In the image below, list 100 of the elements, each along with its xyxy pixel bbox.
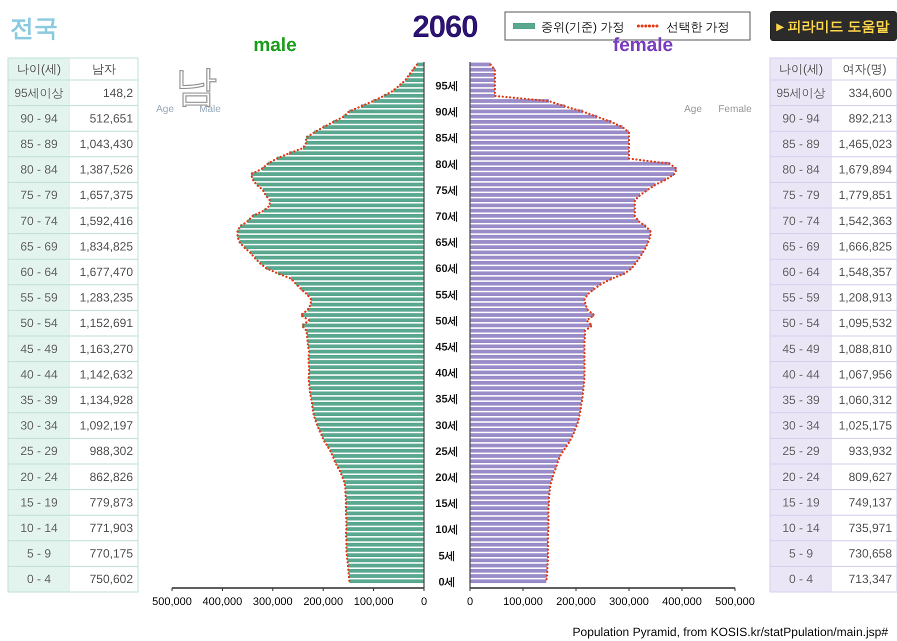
text: 988,302 (90, 444, 134, 458)
text: 1,657,375 (80, 188, 134, 202)
y-tick-label: 80세 (435, 158, 459, 171)
y-tick-label: 0세 (438, 576, 456, 588)
text: 95세이상 (14, 86, 64, 100)
text: 1,387,526 (80, 162, 134, 177)
y-tick-label: 60세 (435, 263, 459, 276)
text: 1,092,197 (80, 418, 134, 433)
x-tick-label: 400,000 (202, 596, 242, 608)
legend-label: 중위(기준) 가정 (541, 20, 624, 34)
text: 40 - 44 (782, 367, 820, 382)
text: 65 - 69 (20, 239, 58, 254)
text: 60 - 64 (20, 265, 58, 279)
annotation: Age (684, 104, 702, 115)
y-tick-label: 20세 (435, 472, 459, 484)
y-tick-label: 30세 (435, 420, 459, 432)
y-tick-label: 25세 (435, 446, 459, 458)
text: 1,152,691 (80, 316, 134, 330)
text: 80 - 84 (782, 162, 820, 177)
y-tick-label: 40세 (435, 368, 459, 380)
text: 0 - 4 (788, 572, 814, 586)
text: 1,067,956 (838, 367, 892, 382)
text: 512,651 (90, 111, 134, 126)
text: 15 - 19 (782, 495, 820, 510)
y-tick-label: 85세 (435, 132, 459, 145)
text: 1,208,913 (838, 290, 892, 305)
annotation: Male (199, 104, 222, 115)
x-tick-label: 300,000 (609, 596, 649, 608)
text: 75 - 79 (20, 188, 58, 202)
text: 25 - 29 (20, 444, 58, 458)
text: 148,2 (102, 86, 134, 100)
y-tick-label: 75세 (435, 184, 459, 197)
text: 1,592,416 (80, 214, 134, 228)
y-tick-label: 45세 (435, 341, 459, 354)
y-tick-label: 95세 (435, 80, 459, 92)
text: ▸ 피라미드 도움말 (776, 18, 890, 34)
x-tick-label: 500,000 (152, 596, 192, 608)
x-tick-label: 200,000 (556, 596, 596, 608)
text: 20 - 24 (782, 470, 820, 484)
text: 나이(세) (779, 62, 823, 76)
text: 1,542,363 (838, 214, 892, 228)
text: 80 - 84 (20, 162, 58, 177)
text: 90 - 94 (20, 111, 58, 126)
y-tick-label: 10세 (435, 524, 459, 536)
text: 862,826 (90, 470, 134, 484)
text: 50 - 54 (20, 316, 58, 330)
text: 730,658 (848, 546, 892, 561)
text: 25 - 29 (782, 444, 820, 458)
text: 1,679,894 (838, 162, 892, 177)
text: 1,142,632 (80, 367, 134, 382)
text: 남자 (92, 62, 116, 76)
text: 1,088,810 (838, 342, 892, 356)
annotation: Female (718, 104, 752, 115)
text: 1,666,825 (838, 239, 892, 254)
y-tick-label: 65세 (435, 237, 459, 250)
text: 55 - 59 (20, 290, 58, 305)
text: 1,025,175 (838, 418, 892, 433)
annotation: Age (156, 104, 174, 115)
text: 95세이상 (776, 86, 826, 100)
text: 70 - 74 (782, 214, 820, 228)
text: 933,932 (848, 444, 892, 458)
text: 90 - 94 (782, 111, 820, 126)
text: 1,043,430 (80, 137, 134, 151)
x-tick-label: 0 (420, 596, 428, 608)
text: 10 - 14 (782, 521, 820, 535)
x-tick-label: 500,000 (715, 596, 755, 608)
x-tick-label: 400,000 (662, 596, 702, 608)
text: 1,134,928 (80, 393, 134, 407)
text: 45 - 49 (782, 342, 820, 356)
text: 60 - 64 (782, 265, 820, 279)
text: 나이(세) (17, 62, 61, 76)
y-tick-label: 35세 (435, 394, 459, 406)
text: 334,600 (848, 86, 892, 100)
x-tick-label: 100,000 (354, 596, 394, 608)
text: 85 - 89 (782, 137, 820, 151)
text: 20 - 24 (20, 470, 58, 484)
legend-label: 선택한 가정 (666, 20, 730, 34)
text: 809,627 (848, 470, 892, 484)
text: 5 - 9 (26, 546, 52, 561)
x-tick-label: 300,000 (252, 596, 293, 608)
x-tick-label: 0 (466, 596, 474, 608)
text: 75 - 79 (782, 188, 820, 202)
text: 50 - 54 (782, 316, 820, 330)
text: 1,465,023 (838, 137, 892, 151)
text: 2060 (412, 9, 478, 44)
text: 5 - 9 (788, 546, 814, 561)
text: Population Pyramid, from KOSIS.kr/statPpulation/main.jsp# (572, 625, 888, 639)
text: 1,834,825 (80, 239, 134, 254)
text: 1,677,470 (80, 265, 134, 279)
y-tick-label: 5세 (438, 550, 456, 562)
text: 1,779,851 (838, 188, 892, 202)
text: 45 - 49 (20, 342, 58, 356)
text: 40 - 44 (20, 367, 58, 382)
y-tick-label: 15세 (435, 498, 459, 510)
text: 1,548,357 (838, 265, 892, 279)
text: 1,060,312 (838, 393, 892, 407)
text: 713,347 (848, 572, 892, 586)
x-tick-label: 100,000 (503, 596, 543, 608)
text: 1,283,235 (80, 290, 134, 305)
text: 779,873 (90, 495, 134, 510)
